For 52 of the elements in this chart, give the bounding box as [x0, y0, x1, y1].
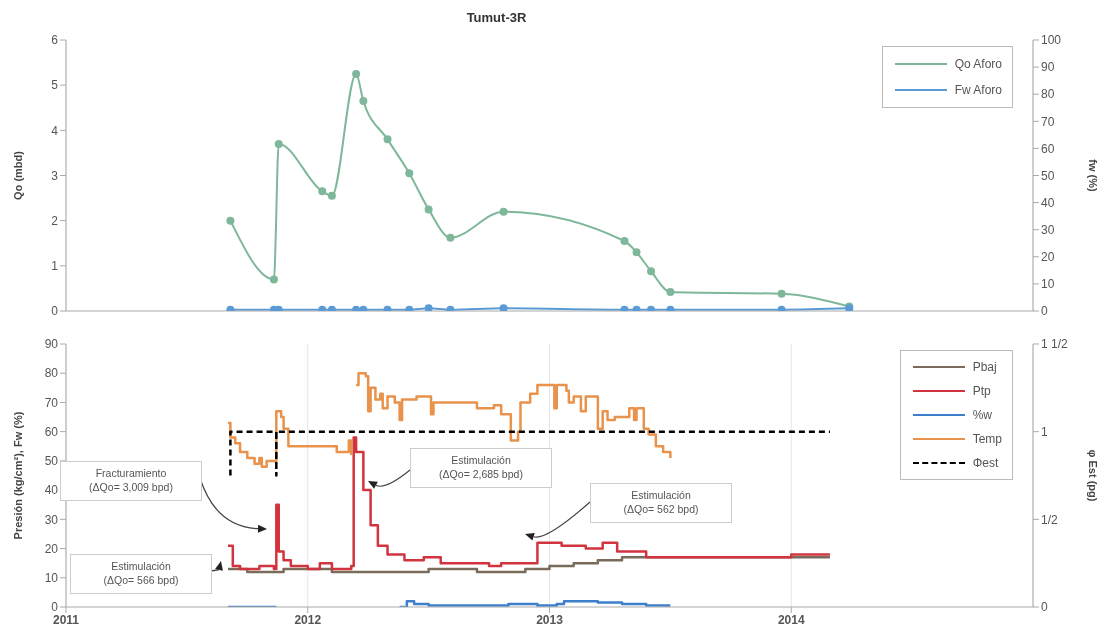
legend-label: Qo Aforo: [954, 57, 1002, 71]
y2-axis-title: fw (%): [1087, 159, 1100, 193]
y-tick-label: 6: [51, 33, 59, 48]
y2-tick-label: 80: [1041, 87, 1055, 102]
y2-tick-label: 1 1/2: [1041, 337, 1069, 352]
y-tick-label: 60: [44, 424, 59, 439]
x-tick-label: 2014: [777, 612, 805, 627]
y-tick-label: 3: [51, 168, 59, 183]
y-tick-label: 4: [51, 123, 59, 138]
y2-tick-label: 0: [1041, 600, 1048, 615]
y2-tick-label: 90: [1041, 60, 1055, 75]
y-tick-label: 5: [51, 78, 59, 93]
note-box: Fracturamiento (ΔQo= 3,009 bpd): [60, 461, 202, 501]
y-tick-label: 70: [44, 395, 59, 410]
legend-label: Pbaj: [972, 360, 997, 374]
y2-tick-label: 1: [1041, 424, 1048, 439]
y-tick-label: 30: [44, 512, 59, 527]
legend-label: Temp: [972, 432, 1002, 446]
y-tick-label: 0: [51, 600, 59, 615]
legend-label: Φest: [972, 456, 999, 470]
legend-label: Ptp: [972, 384, 991, 398]
y-axis-title: Presión (kg/cm²), Fw (%): [11, 411, 24, 540]
y2-tick-label: 10: [1041, 277, 1055, 292]
y-axis-title: Qo (mbd): [11, 150, 24, 200]
y-tick-label: 2: [51, 213, 59, 228]
y-tick-label: 10: [44, 571, 59, 586]
note-box: Estimulación (ΔQo= 566 bpd): [70, 554, 212, 594]
y2-tick-label: 50: [1041, 168, 1055, 183]
chart-title: Tumut-3R: [465, 10, 528, 25]
y2-tick-label: 30: [1041, 222, 1055, 237]
y2-tick-label: 0: [1041, 304, 1048, 319]
y-tick-label: 40: [44, 483, 59, 498]
y2-tick-label: 40: [1041, 195, 1055, 210]
y2-tick-label: 20: [1041, 250, 1055, 265]
y2-tick-label: 60: [1041, 141, 1055, 156]
x-tick-label: 2012: [294, 612, 322, 627]
y-tick-label: 80: [44, 366, 59, 381]
y2-tick-label: 1/2: [1041, 512, 1059, 527]
y2-tick-label: 100: [1041, 33, 1062, 48]
x-tick-label: 2013: [536, 612, 564, 627]
y-tick-label: 20: [44, 541, 59, 556]
note-box: Estimulación (ΔQo= 562 bpd): [590, 483, 732, 523]
y-tick-label: 90: [44, 337, 59, 352]
legend-label: Fw Aforo: [954, 83, 1002, 97]
legend-label: %w: [972, 408, 992, 422]
note-box: Estimulación (ΔQo= 2,685 bpd): [410, 448, 552, 488]
y2-tick-label: 70: [1041, 114, 1055, 129]
y-tick-label: 0: [51, 304, 59, 319]
y2-axis-title: φ Est (pg): [1087, 449, 1100, 502]
y-tick-label: 50: [44, 454, 59, 469]
y-tick-label: 1: [51, 259, 59, 274]
x-tick-label: 2011: [52, 612, 80, 627]
